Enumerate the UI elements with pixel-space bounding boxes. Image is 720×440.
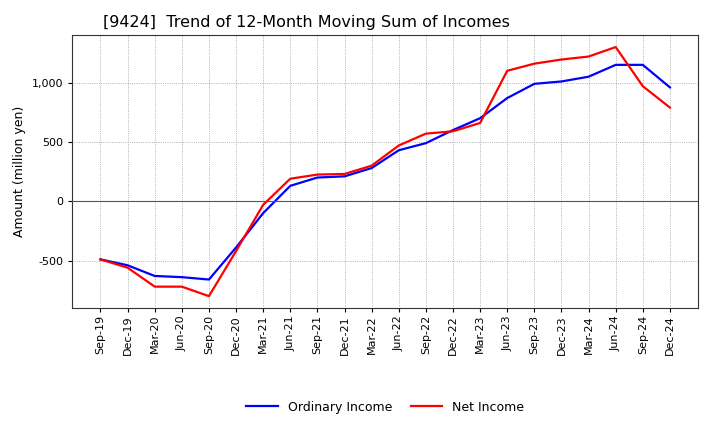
- Ordinary Income: [665, 85, 674, 90]
- Net Income: [286, 176, 294, 181]
- Ordinary Income: [123, 263, 132, 268]
- Net Income: [96, 257, 105, 262]
- Ordinary Income: [503, 95, 511, 101]
- Ordinary Income: [611, 62, 620, 67]
- Net Income: [232, 249, 240, 254]
- Ordinary Income: [449, 128, 457, 133]
- Ordinary Income: [395, 147, 403, 153]
- Ordinary Income: [530, 81, 539, 87]
- Line: Net Income: Net Income: [101, 47, 670, 296]
- Ordinary Income: [557, 79, 566, 84]
- Ordinary Income: [286, 183, 294, 188]
- Ordinary Income: [341, 174, 349, 179]
- Net Income: [639, 84, 647, 89]
- Net Income: [530, 61, 539, 66]
- Ordinary Income: [232, 245, 240, 250]
- Net Income: [313, 172, 322, 177]
- Ordinary Income: [150, 273, 159, 279]
- Net Income: [449, 128, 457, 134]
- Net Income: [421, 131, 430, 136]
- Net Income: [123, 265, 132, 270]
- Ordinary Income: [313, 175, 322, 180]
- Ordinary Income: [259, 210, 268, 216]
- Ordinary Income: [476, 116, 485, 121]
- Net Income: [665, 105, 674, 110]
- Net Income: [395, 143, 403, 148]
- Net Income: [611, 44, 620, 50]
- Ordinary Income: [96, 257, 105, 262]
- Ordinary Income: [421, 140, 430, 146]
- Net Income: [259, 202, 268, 207]
- Net Income: [557, 57, 566, 62]
- Net Income: [476, 120, 485, 125]
- Text: [9424]  Trend of 12-Month Moving Sum of Incomes: [9424] Trend of 12-Month Moving Sum of I…: [104, 15, 510, 30]
- Net Income: [150, 284, 159, 289]
- Line: Ordinary Income: Ordinary Income: [101, 65, 670, 279]
- Net Income: [341, 171, 349, 176]
- Y-axis label: Amount (million yen): Amount (million yen): [13, 106, 26, 237]
- Ordinary Income: [584, 74, 593, 79]
- Net Income: [367, 163, 376, 169]
- Legend: Ordinary Income, Net Income: Ordinary Income, Net Income: [241, 396, 529, 419]
- Net Income: [204, 293, 213, 299]
- Net Income: [178, 284, 186, 289]
- Ordinary Income: [178, 275, 186, 280]
- Net Income: [584, 54, 593, 59]
- Ordinary Income: [367, 165, 376, 171]
- Ordinary Income: [204, 277, 213, 282]
- Net Income: [503, 68, 511, 73]
- Ordinary Income: [639, 62, 647, 67]
